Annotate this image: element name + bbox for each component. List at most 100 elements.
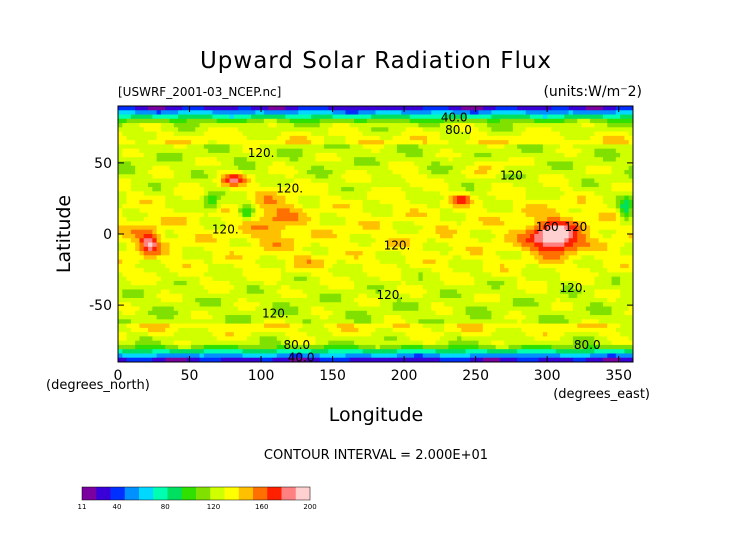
heatmap-cell [276,191,282,197]
heatmap-cell [384,152,389,158]
heatmap-cell [135,268,141,273]
heatmap-cell [268,187,274,192]
heatmap-cell [585,251,591,256]
heatmap-cell [354,174,359,180]
heatmap-cell [233,170,239,175]
heatmap-cell [542,123,548,128]
heatmap-cell [203,178,209,184]
heatmap-cell [452,118,458,124]
heatmap-cell [594,114,600,120]
heatmap-cell [392,182,398,188]
heatmap-cell [182,165,188,171]
heatmap-cell [225,174,231,180]
heatmap-cell [538,212,544,218]
heatmap-cell [491,221,497,227]
heatmap-cell [469,131,475,137]
heatmap-cell [358,182,364,188]
heatmap-cell [521,174,527,180]
heatmap-cell [225,234,231,239]
heatmap-cell [482,216,488,222]
heatmap-cell [581,140,587,145]
heatmap-cell [418,165,424,171]
heatmap-cell [414,131,420,137]
heatmap-cell [469,140,475,145]
heatmap-cell [358,238,364,244]
heatmap-cell [555,127,561,133]
heatmap-cell [452,221,458,227]
heatmap-cell [560,268,565,273]
heatmap-cell [216,110,222,116]
heatmap-cell [551,170,557,175]
heatmap-cell [568,148,574,154]
heatmap-cell [452,178,458,184]
heatmap-cell [289,123,295,128]
heatmap-cell [628,246,633,252]
heatmap-cell [362,114,368,120]
heatmap-cell [435,208,441,214]
heatmap-cell [620,123,626,128]
heatmap-cell [444,178,450,184]
heatmap-cell [590,234,595,239]
heatmap-cell [444,204,450,209]
heatmap-cell [130,272,136,278]
heatmap-cell [122,140,128,145]
heatmap-cell [499,182,505,188]
heatmap-cell [336,131,342,137]
heatmap-cell [289,170,295,175]
heatmap-cell [130,251,136,256]
heatmap-cell [366,165,372,171]
heatmap-cell [560,246,565,252]
heatmap-cell [178,234,183,239]
heatmap-cell [392,157,398,163]
heatmap-cell [362,170,368,175]
heatmap-cell [572,127,578,133]
heatmap-cell [169,131,175,137]
heatmap-cell [478,161,484,167]
heatmap-cell [577,123,583,128]
heatmap-cell [384,187,389,192]
heatmap-cell [427,118,432,124]
heatmap-cell [384,135,389,141]
heatmap-cell [186,161,192,167]
heatmap-cell [285,195,291,201]
heatmap-cell [160,263,166,269]
heatmap-cell [345,259,351,265]
heatmap-cell [379,174,385,180]
heatmap-cell [130,165,136,171]
heatmap-cell [469,199,475,205]
heatmap-cell [165,216,171,222]
heatmap-cell [345,199,351,205]
heatmap-cell [581,161,587,167]
heatmap-cell [414,229,420,235]
heatmap-cell [491,106,497,111]
heatmap-cell [190,187,196,192]
heatmap-cell [482,182,488,188]
heatmap-cell [602,123,608,128]
heatmap-cell [315,263,321,269]
heatmap-cell [435,251,441,256]
heatmap-cell [203,165,209,171]
heatmap-cell [195,216,201,222]
heatmap-cell [615,255,621,261]
heatmap-cell [311,212,317,218]
heatmap-cell [203,110,209,116]
heatmap-cell [349,123,355,128]
heatmap-cell [276,242,282,248]
heatmap-cell [203,114,209,120]
heatmap-cell [362,242,368,248]
heatmap-cell [311,255,317,261]
heatmap-cell [225,148,231,154]
heatmap-cell [624,199,630,205]
heatmap-cell [156,208,162,214]
heatmap-cell [555,246,561,252]
heatmap-cell [409,195,415,201]
heatmap-cell [431,170,437,175]
heatmap-cell [482,152,488,158]
heatmap-cell [349,216,355,222]
heatmap-cell [345,110,351,116]
heatmap-cell [607,272,613,278]
heatmap-cell [401,144,407,150]
heatmap-cell [504,199,510,205]
heatmap-cell [285,199,291,205]
heatmap-cell [624,259,630,265]
